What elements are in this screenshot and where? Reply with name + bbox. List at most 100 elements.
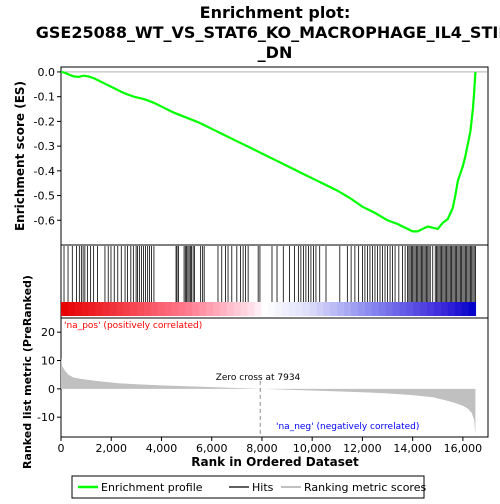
ranking-bar-segment <box>157 302 166 316</box>
ranking-bar-segment <box>61 302 69 316</box>
x-axis-label: Rank in Ordered Dataset <box>191 455 359 469</box>
ranking-bar-segment <box>219 302 228 316</box>
title-line-1: Enrichment plot: <box>200 3 351 22</box>
ranking-bar-segment <box>240 302 249 316</box>
metric-panel <box>60 317 489 438</box>
chart-title: Enrichment plot: GSE25088_WT_VS_STAT6_KO… <box>36 3 500 62</box>
ranking-bar-segment <box>385 302 394 316</box>
ranking-bar-segment <box>247 302 256 316</box>
x-tick-label: 2,000 <box>95 442 127 455</box>
ranking-bar-segment <box>233 302 242 316</box>
x-tick-label: 6,000 <box>196 442 228 455</box>
ranking-bar-segment <box>364 302 373 316</box>
ranking-bar-segment <box>171 302 180 316</box>
ranking-bar-segment <box>150 302 159 316</box>
ranking-bar-segment <box>185 302 193 316</box>
ranking-bar-segment <box>261 302 269 316</box>
ranking-bar-segment <box>302 302 311 316</box>
ranking-bar-segment <box>337 302 345 316</box>
x-tick-label: 10,000 <box>293 442 332 455</box>
es-y-tick-label: -0.2 <box>34 115 55 128</box>
ranking-bar-segment <box>136 302 145 316</box>
es-y-tick-label: -0.6 <box>34 214 55 227</box>
ranking-bar-segment <box>295 302 304 316</box>
ranking-bar-segment <box>123 302 131 316</box>
es-y-tick-label: -0.3 <box>34 140 55 153</box>
ranking-bar-segment <box>116 302 124 316</box>
x-tick-label: 14,000 <box>393 442 432 455</box>
x-tick-label: 16,000 <box>444 442 483 455</box>
ranking-bar-segment <box>433 302 442 316</box>
ranking-bar-segment <box>275 302 283 316</box>
ranking-bar-segment <box>74 302 83 316</box>
zero-cross-label: Zero cross at 7934 <box>216 373 301 383</box>
ranking-bar-segment <box>67 302 76 316</box>
ranking-bar-segment <box>344 302 352 316</box>
ranking-bar-segment <box>392 302 401 316</box>
metric-x-ticks: 0 2,000 4,000 6,000 8,000 10,000 12,000 14,000 1… <box>58 437 483 455</box>
title-line-2: GSE25088_WT_VS_STAT6_KO_MACROPHAGE_IL4_S… <box>36 23 500 42</box>
ranking-bar-segment <box>268 302 276 316</box>
es-y-tick-label: -0.4 <box>34 165 55 178</box>
neg-label: 'na_neg' (negatively correlated) <box>276 422 419 432</box>
legend-label-enrichment: Enrichment profile <box>101 481 203 494</box>
metric-y-tick-label: -10 <box>37 411 55 424</box>
ranking-bar-segment <box>192 302 200 316</box>
es-y-tick-label: 0.0 <box>38 66 56 79</box>
ranking-bar-segment <box>95 302 104 316</box>
legend-label-metric: Ranking metric scores <box>304 481 426 494</box>
es-y-tick-label: -0.1 <box>34 91 55 104</box>
enrichment-profile-line <box>60 70 477 233</box>
ranking-bar-segment <box>371 302 380 316</box>
metric-y-axis-label: Ranked list metric (PreRanked) <box>21 275 34 469</box>
ranking-bar-segment <box>323 302 331 316</box>
es-y-axis-label: Enrichment score (ES) <box>13 81 27 231</box>
metric-y-ticks: 20 10 0 -10 <box>37 326 61 424</box>
ranking-bar-segment <box>413 302 421 316</box>
ranking-bar-segment <box>454 302 463 316</box>
ranking-color-bar <box>61 302 477 316</box>
ranking-bar-segment <box>378 302 387 316</box>
ranking-bar-segment <box>164 302 173 316</box>
ranking-bar-segment <box>468 302 477 316</box>
x-tick-label: 8,000 <box>246 442 278 455</box>
ranking-bar-segment <box>254 302 262 316</box>
metric-y-tick-label: 10 <box>41 355 55 368</box>
ranking-bar-segment <box>351 302 359 316</box>
ranking-bar-segment <box>212 302 221 316</box>
legend: Enrichment profile Hits Ranking metric s… <box>71 475 426 499</box>
ranking-bar-segment <box>406 302 414 316</box>
metric-y-tick-label: 20 <box>41 326 55 339</box>
es-y-ticks: 0.0 -0.1 -0.2 -0.3 -0.4 -0.5 -0.6 <box>34 66 61 227</box>
ranking-bar-segment <box>226 302 235 316</box>
ranking-bar-segment <box>399 302 407 316</box>
ranking-bar-segment <box>420 302 428 316</box>
ranking-bar-segment <box>109 302 117 316</box>
es-y-tick-label: -0.5 <box>34 190 55 203</box>
title-line-3: _DN <box>258 43 293 62</box>
x-tick-label: 4,000 <box>146 442 178 455</box>
ranking-bar-segment <box>199 302 207 316</box>
metric-y-tick-label: 0 <box>48 383 55 396</box>
hits-lines <box>63 246 476 302</box>
ranking-bar-segment <box>358 302 366 316</box>
ranking-bar-segment <box>447 302 456 316</box>
ranking-bar-segment <box>440 302 449 316</box>
ranking-bar-segment <box>102 302 110 316</box>
ranking-bar-segment <box>330 302 338 316</box>
ranking-bar-segment <box>427 302 435 316</box>
ranking-bar-segment <box>88 302 97 316</box>
ranking-bar-segment <box>461 302 470 316</box>
ranking-bar-segment <box>143 302 152 316</box>
ranking-bar-segment <box>130 302 138 316</box>
ranking-bar-segment <box>81 302 90 316</box>
ranking-bar-segment <box>282 302 290 316</box>
ranking-bar-segment <box>206 302 214 316</box>
x-tick-label: 12,000 <box>343 442 382 455</box>
ranking-bar-segment <box>309 302 318 316</box>
pos-label: 'na_pos' (positively correlated) <box>64 321 202 331</box>
legend-label-hits: Hits <box>252 481 274 494</box>
x-tick-label: 0 <box>58 442 65 455</box>
ranking-bar-segment <box>316 302 325 316</box>
